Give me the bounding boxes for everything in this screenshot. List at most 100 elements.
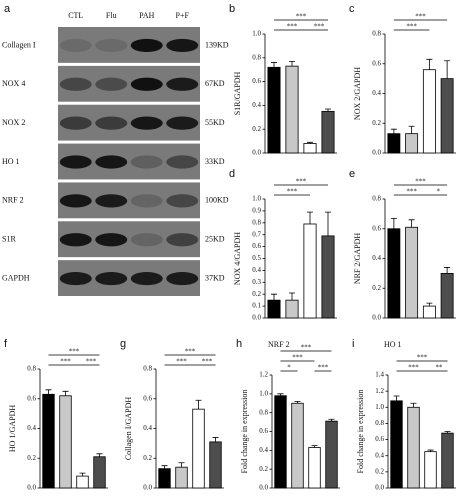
significance-label: * — [287, 364, 291, 372]
lane-label: P+F — [176, 11, 190, 20]
y-axis-label: NRF 2/GAPDH — [353, 233, 362, 285]
error-bar — [271, 293, 277, 301]
panel-label: b — [229, 3, 235, 15]
error-bar — [393, 395, 400, 401]
lane-label: Flu — [106, 11, 117, 20]
y-tick-label: 0.8 — [372, 30, 381, 38]
y-axis-label: S1R/GAPDH — [233, 72, 242, 116]
y-tick-label: 0.0 — [27, 484, 36, 492]
significance-label: *** — [417, 354, 428, 362]
significance-label: ** — [436, 364, 444, 372]
y-tick-label: 0.8 — [259, 408, 268, 416]
bar — [405, 226, 419, 319]
error-bar — [311, 445, 318, 448]
blot-band — [130, 233, 163, 247]
panel-label: d — [229, 168, 235, 180]
bar — [321, 110, 335, 154]
y-tick-label: 0.8 — [252, 218, 261, 226]
blot-band — [95, 233, 128, 247]
lane-label: PAH — [139, 11, 154, 20]
error-bar — [390, 217, 397, 229]
error-bar — [328, 418, 335, 422]
blot-band — [59, 271, 92, 286]
row-label: S1R — [2, 235, 16, 244]
significance-label: *** — [415, 178, 426, 186]
y-tick-label: 0.4 — [252, 266, 261, 274]
y-tick-label: 0.6 — [259, 427, 268, 435]
chart-title: NRF 2 — [268, 340, 290, 349]
y-axis-label: Fold change in expression — [356, 390, 365, 474]
significance-label: *** — [408, 364, 419, 372]
significance-label: *** — [292, 354, 303, 362]
blot-band — [59, 77, 92, 91]
significance-label: *** — [86, 358, 97, 366]
bar — [285, 65, 299, 154]
bar — [405, 133, 419, 154]
y-tick-label: 1.2 — [259, 371, 268, 379]
significance-label: *** — [301, 344, 312, 352]
y-tick-label: 0.0 — [259, 484, 268, 492]
blot-band — [95, 38, 128, 53]
bar — [93, 456, 106, 489]
y-tick-label: 1.0 — [375, 403, 384, 411]
bar — [42, 393, 55, 489]
bar — [424, 451, 437, 489]
error-bar — [325, 211, 331, 236]
error-bar — [444, 431, 451, 434]
row-label: Collagen I — [2, 40, 36, 49]
y-tick-label: 0.2 — [372, 119, 381, 127]
blot-band — [130, 116, 163, 130]
y-tick-label: 0.0 — [252, 314, 261, 322]
bar — [158, 468, 171, 489]
y-tick-label: 0.6 — [252, 242, 261, 250]
blot-band — [166, 194, 199, 208]
y-axis-label: HO 1/GAPDH — [8, 405, 17, 453]
panel-label: a — [4, 3, 11, 15]
error-bar — [62, 390, 69, 396]
panel-label: i — [352, 338, 354, 350]
blot-band — [95, 155, 128, 169]
bar — [441, 432, 454, 489]
chart-title: HO 1 — [384, 340, 402, 349]
significance-label: *** — [287, 188, 298, 196]
error-bar — [277, 393, 284, 396]
bar — [308, 447, 321, 489]
error-bar — [427, 449, 434, 452]
blot-band — [130, 77, 163, 91]
bar — [325, 420, 338, 489]
significance-label: *** — [176, 358, 187, 366]
bar — [407, 406, 420, 489]
y-tick-label: 0.6 — [252, 77, 261, 85]
y-tick-label: 0.6 — [372, 59, 381, 67]
row-label: NOX 2 — [2, 118, 25, 127]
y-axis-label: Fold change in expression — [240, 390, 249, 474]
error-bar — [408, 125, 415, 134]
significance-label: *** — [202, 358, 213, 366]
y-tick-label: 1.0 — [252, 195, 261, 203]
blot-band — [59, 38, 92, 53]
lane-label: CTL — [68, 11, 83, 20]
bar — [387, 228, 401, 319]
size-label: 100KD — [205, 196, 229, 205]
y-tick-label: 0.2 — [252, 125, 261, 133]
bar — [440, 78, 454, 154]
error-bar — [307, 211, 313, 224]
y-tick-label: 1.0 — [259, 389, 268, 397]
error-bar — [408, 219, 415, 228]
error-bar — [195, 399, 202, 410]
significance-label: *** — [406, 23, 417, 31]
y-tick-label: 0.8 — [375, 419, 384, 427]
y-tick-label: 0.2 — [252, 290, 261, 298]
bar — [440, 272, 454, 319]
y-tick-label: 0.6 — [372, 224, 381, 232]
y-tick-label: 0.7 — [252, 230, 261, 238]
error-bar — [178, 462, 185, 468]
blot-band — [166, 155, 199, 169]
error-bar — [426, 58, 433, 70]
y-tick-label: 0.2 — [372, 284, 381, 292]
bar — [422, 69, 436, 154]
y-tick-label: 0.6 — [27, 394, 36, 402]
blot-band — [166, 116, 199, 130]
panel-label: g — [120, 338, 126, 350]
